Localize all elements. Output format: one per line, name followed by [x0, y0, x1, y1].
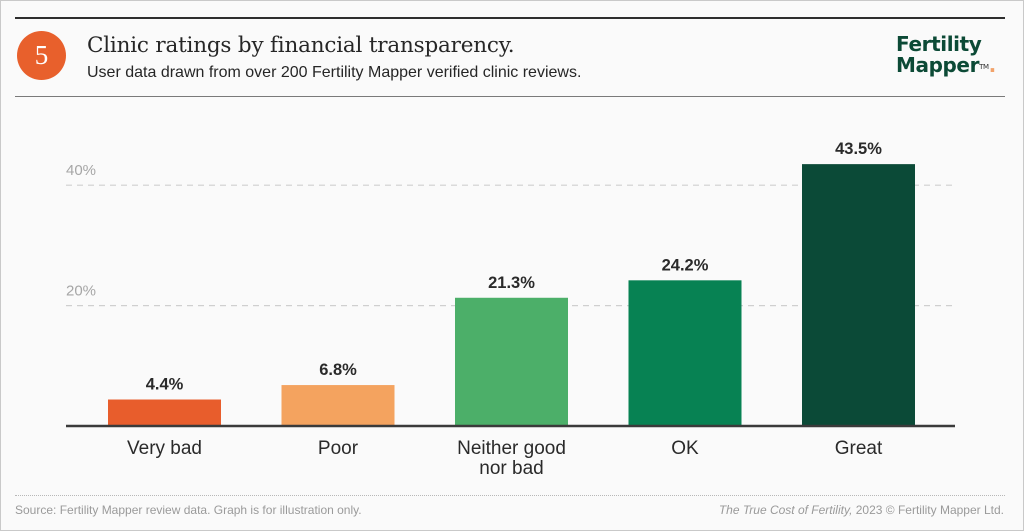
bar-0 — [108, 399, 221, 426]
logo-dot-icon: . — [988, 53, 997, 77]
category-label: Great — [835, 438, 883, 459]
value-label: 24.2% — [662, 256, 709, 274]
value-label: 4.4% — [146, 376, 184, 394]
chart-number-badge: 5 — [17, 31, 66, 80]
bar-2 — [455, 297, 568, 426]
value-label: 21.3% — [488, 274, 535, 292]
footer-rule — [15, 495, 1005, 496]
bars — [108, 164, 915, 426]
value-label: 43.5% — [835, 140, 882, 158]
bar-4 — [802, 164, 915, 426]
chart-subtitle: User data drawn from over 200 Fertility … — [87, 64, 582, 81]
category-label: Very bad — [127, 438, 202, 459]
labels: 20% 40% 4.4% Very bad 6.8% Poor 21.3% Neither g… — [66, 140, 883, 479]
bar-1 — [281, 385, 395, 426]
chart-title: Clinic ratings by financial transparency… — [87, 33, 515, 58]
logo-word-mapper: Mapper — [896, 53, 980, 77]
bar-chart: 20% 40% 4.4% Very bad 6.8% Poor 21.3% Neither g… — [66, 140, 955, 479]
value-label: 6.8% — [319, 361, 357, 379]
top-rule — [15, 17, 1005, 19]
bar-3 — [628, 280, 742, 426]
y-tick-label: 40% — [66, 162, 96, 179]
trademark-icon: TM — [979, 63, 989, 71]
credit-note: The True Cost of Fertility, 2023 © Ferti… — [719, 503, 1004, 517]
publication-title: The True Cost of Fertility, — [718, 503, 853, 517]
category-label: Neither good — [457, 438, 566, 459]
logo-line-2: MapperTM. — [896, 55, 996, 76]
category-label: Poor — [318, 438, 359, 459]
source-note: Source: Fertility Mapper review data. Gr… — [15, 503, 362, 517]
fertility-mapper-logo: Fertility MapperTM. — [896, 34, 996, 76]
header-rule — [15, 96, 1005, 97]
copyright: 2023 © Fertility Mapper Ltd. — [852, 503, 1004, 517]
badge-number: 5 — [34, 40, 49, 70]
category-label: OK — [671, 438, 699, 459]
y-tick-label: 20% — [66, 283, 96, 300]
logo-line-1: Fertility — [896, 32, 982, 56]
category-label: nor bad — [479, 458, 543, 479]
